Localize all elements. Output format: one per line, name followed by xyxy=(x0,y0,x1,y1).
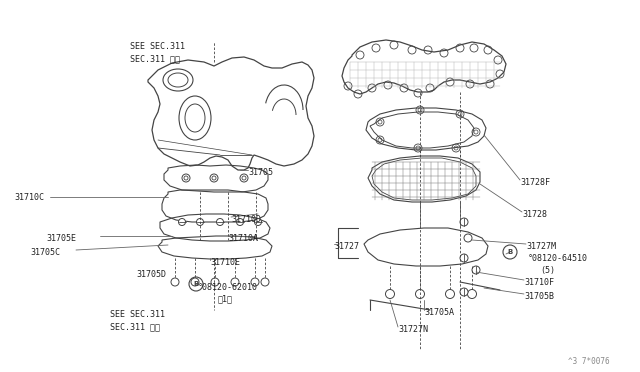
Text: ^3 7*0076: ^3 7*0076 xyxy=(568,357,610,366)
Text: B: B xyxy=(508,249,513,255)
Circle shape xyxy=(216,218,223,225)
Text: 31727: 31727 xyxy=(334,242,359,251)
Circle shape xyxy=(445,289,454,298)
Circle shape xyxy=(251,278,259,286)
Circle shape xyxy=(255,218,262,225)
Circle shape xyxy=(467,289,477,298)
Circle shape xyxy=(196,218,204,225)
Circle shape xyxy=(191,278,199,286)
Text: SEC.311 参照: SEC.311 参照 xyxy=(110,322,160,331)
Text: 31705: 31705 xyxy=(248,168,273,177)
Circle shape xyxy=(415,289,424,298)
Circle shape xyxy=(179,218,186,225)
Text: 31705A: 31705A xyxy=(424,308,454,317)
Text: 31710D: 31710D xyxy=(231,215,261,224)
Text: B: B xyxy=(193,281,198,287)
Text: °08120-62010: °08120-62010 xyxy=(198,283,258,292)
Circle shape xyxy=(171,278,179,286)
Text: °08120-64510: °08120-64510 xyxy=(528,254,588,263)
Text: 31727M: 31727M xyxy=(526,242,556,251)
Circle shape xyxy=(237,218,243,225)
Text: 31705B: 31705B xyxy=(524,292,554,301)
Text: 31705D: 31705D xyxy=(136,270,166,279)
Text: 31727N: 31727N xyxy=(398,325,428,334)
Text: （1）: （1） xyxy=(218,294,233,303)
Text: 31728: 31728 xyxy=(522,210,547,219)
Circle shape xyxy=(261,278,269,286)
Circle shape xyxy=(472,266,480,274)
Circle shape xyxy=(460,254,468,262)
Text: 31710F: 31710F xyxy=(524,278,554,287)
Text: SEC.311 参照: SEC.311 参照 xyxy=(130,54,180,63)
Text: 31728F: 31728F xyxy=(520,178,550,187)
Text: 31710C: 31710C xyxy=(14,193,44,202)
Text: 31705E: 31705E xyxy=(46,234,76,243)
Circle shape xyxy=(211,278,219,286)
Circle shape xyxy=(464,234,472,242)
Circle shape xyxy=(385,289,394,298)
Text: (5): (5) xyxy=(540,266,555,275)
Circle shape xyxy=(460,218,468,226)
Circle shape xyxy=(231,278,239,286)
Text: 31710A: 31710A xyxy=(228,234,258,243)
Circle shape xyxy=(460,288,468,296)
Text: SEE SEC.311: SEE SEC.311 xyxy=(130,42,185,51)
Text: 31705C: 31705C xyxy=(30,248,60,257)
Text: 31710E: 31710E xyxy=(210,258,240,267)
Text: SEE SEC.311: SEE SEC.311 xyxy=(110,310,165,319)
